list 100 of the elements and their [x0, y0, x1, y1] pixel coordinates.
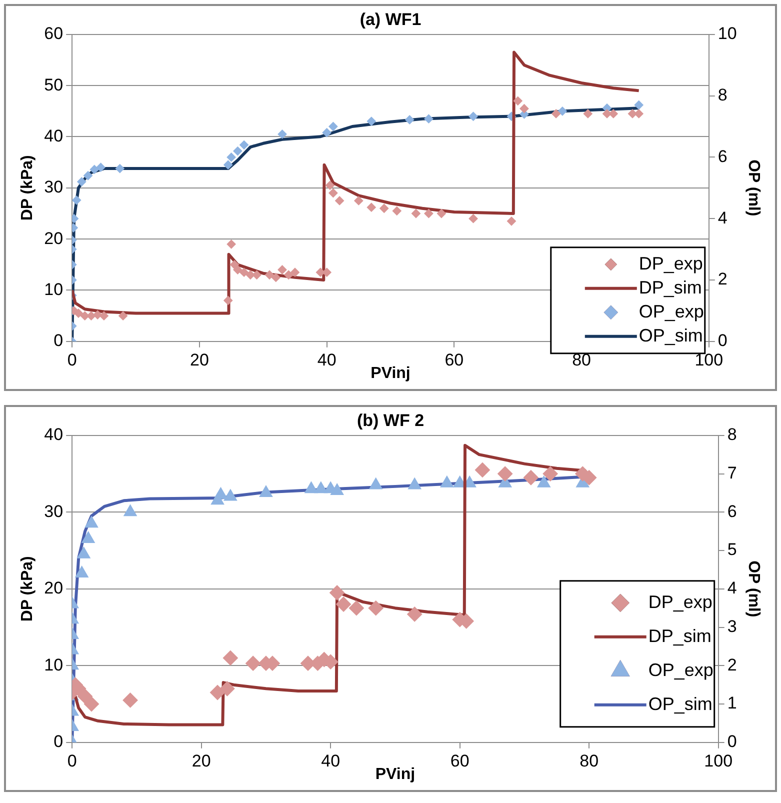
point — [335, 196, 344, 206]
x-axis-title: PVinj — [375, 766, 416, 783]
y-tick-label: 50 — [44, 75, 64, 94]
y-tick-label: 10 — [44, 655, 64, 674]
point — [72, 196, 82, 205]
point — [468, 112, 478, 121]
point — [328, 188, 338, 198]
point — [380, 204, 389, 213]
point — [322, 128, 332, 138]
point — [240, 140, 249, 150]
point — [278, 130, 287, 139]
point — [122, 692, 138, 708]
point — [537, 476, 550, 488]
point — [246, 656, 261, 671]
y2-tick-label: 0 — [727, 732, 737, 752]
point — [366, 116, 376, 126]
y-tick-label: 40 — [44, 425, 64, 444]
point — [230, 260, 239, 270]
legend-label: DP_exp — [638, 253, 703, 274]
point — [336, 596, 352, 612]
x-axis-title: PVinj — [370, 364, 410, 382]
legend-label: OP_exp — [638, 301, 704, 322]
point — [84, 516, 98, 528]
y-axis-title: DP (kPa) — [19, 155, 36, 221]
y-tick-label: 30 — [44, 502, 64, 521]
point — [369, 478, 382, 490]
point — [284, 270, 294, 280]
point — [368, 600, 384, 616]
point — [314, 482, 328, 494]
chart-title: (a) WF1 — [360, 10, 422, 29]
point — [124, 504, 137, 516]
point — [84, 171, 93, 180]
point — [278, 265, 287, 274]
point — [424, 208, 434, 218]
y-tick-label: 10 — [44, 280, 64, 299]
point — [392, 206, 402, 216]
legend-label: DP_sim — [648, 626, 712, 646]
y2-axis-title: OP (ml) — [744, 560, 762, 618]
y2-tick-label: 0 — [718, 331, 728, 350]
x-tick-label: 80 — [580, 751, 599, 770]
legend-label: OP_sim — [638, 325, 703, 346]
point — [77, 177, 86, 186]
point — [233, 265, 242, 274]
x-tick-label: 0 — [67, 350, 77, 370]
y2-tick-label: 4 — [718, 208, 728, 228]
point — [99, 311, 108, 320]
y2-tick-label: 3 — [727, 616, 737, 636]
point — [330, 484, 344, 496]
point — [224, 296, 233, 305]
x-tick-label: 100 — [694, 350, 724, 370]
point — [583, 109, 592, 118]
point — [240, 268, 249, 277]
y-tick-label: 30 — [44, 178, 64, 197]
y-tick-label: 40 — [44, 126, 64, 146]
point — [506, 216, 516, 226]
point — [354, 196, 364, 206]
x-tick-label: 40 — [317, 350, 336, 370]
y2-axis-title: OP (ml) — [744, 160, 762, 216]
y-tick-label: 0 — [54, 732, 64, 752]
point — [407, 606, 422, 622]
point — [552, 109, 561, 118]
point — [523, 470, 538, 486]
y2-tick-label: 6 — [727, 502, 737, 521]
point — [93, 310, 102, 320]
point — [90, 164, 99, 174]
x-tick-label: 0 — [67, 751, 77, 770]
point — [265, 270, 274, 280]
y-tick-label: 0 — [54, 331, 64, 350]
y-axis-title: DP (kPa) — [19, 556, 36, 622]
point — [405, 115, 414, 124]
point — [96, 162, 106, 172]
point — [542, 466, 558, 482]
y2-tick-label: 8 — [727, 425, 737, 444]
y2-tick-label: 7 — [727, 463, 737, 482]
x-tick-label: 80 — [572, 350, 591, 370]
y-tick-label: 20 — [44, 228, 64, 248]
x-tick-label: 60 — [444, 350, 464, 370]
point — [328, 122, 338, 131]
point — [224, 489, 237, 501]
legend-label: OP_exp — [648, 660, 714, 680]
point — [224, 160, 233, 170]
point — [634, 100, 644, 110]
point — [304, 482, 318, 494]
point — [220, 681, 235, 696]
point — [408, 478, 422, 490]
point — [233, 146, 242, 156]
point — [468, 214, 478, 224]
x-tick-label: 100 — [704, 751, 733, 770]
point — [366, 202, 376, 212]
point — [558, 106, 567, 116]
y2-tick-label: 2 — [718, 270, 728, 289]
point — [75, 566, 88, 578]
point — [453, 476, 466, 488]
point — [84, 696, 99, 712]
y2-tick-label: 8 — [718, 85, 728, 104]
point — [424, 114, 434, 124]
point — [77, 546, 90, 558]
chart-title: (b) WF 2 — [356, 410, 424, 430]
y2-tick-label: 6 — [718, 146, 728, 166]
point — [115, 164, 124, 174]
